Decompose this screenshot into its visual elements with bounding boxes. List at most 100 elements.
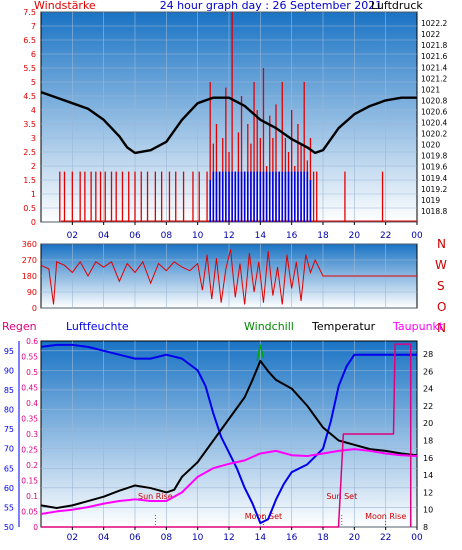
wind-direction-panel: 0 90 180 270 360 N W S O N [22,237,447,335]
wind-speed-tick-label: 1 [31,190,36,199]
temperature-tick-labels: 8 10 12 14 16 18 20 22 24 26 28 [423,350,433,532]
humidity-tick-label: 85 [4,386,14,395]
rain-tick-label: 0.35 [21,415,38,424]
pressure-tick-labels: 1018.8 1019 1019.2 1019.4 1019.6 1019.8 1020 10… [421,19,447,216]
pressure-tick-label: 1020.4 [421,119,447,128]
wind-pressure-panel: Windstärke 24 hour graph day : 26 Septem… [23,0,447,241]
temperature-tick-label: 8 [423,523,428,532]
windchill-legend: Windchill [244,320,294,333]
x-tick-label: 20 [349,231,361,241]
temperature-tick-label: 18 [423,436,433,445]
wind-direction-series-line [40,249,417,305]
x-tick-label: 08 [161,231,173,241]
humidity-tick-label: 70 [4,445,14,454]
x-tick-label: 02 [67,533,78,543]
temperature-tick-label: 24 [423,385,433,394]
rain-tick-label: 0.05 [21,508,38,517]
compass-letter-o: O [437,300,446,314]
wind-speed-tick-label: 4.5 [23,92,36,101]
rain-tick-label: 0.45 [21,384,38,393]
x-tick-label: 02 [67,231,78,241]
pressure-tick-label: 1020 [421,141,440,150]
temperature-tick-label: 20 [423,419,433,428]
wind-speed-tick-label: 0 [31,218,36,227]
temperature-tick-label: 10 [423,506,433,515]
rain-tick-label: 0.1 [26,492,38,501]
pressure-tick-label: 1021.6 [421,52,447,61]
event-label: Sun Rise [138,492,173,501]
x-tick-label: 22 [380,231,391,241]
rain-tick-labels: 0 0.05 0.1 0.15 0.2 0.25 0.3 0.35 0.4 0.45 0.5 0.55… [21,337,38,532]
wind-speed-tick-label: 0.5 [23,204,36,213]
temperature-tick-label: 14 [423,471,433,480]
rain-tick-label: 0.4 [26,399,38,408]
gust-bars [209,171,312,222]
wind-speed-tick-label: 7 [31,22,36,31]
x-tick-label: 10 [192,533,204,543]
rain-tick-label: 0.15 [21,477,38,486]
humidity-tick-labels: 50 55 60 65 70 75 80 85 90 95 [4,341,20,532]
temperature-tick-label: 12 [423,488,433,497]
pressure-tick-label: 1020.6 [421,107,447,116]
pressure-tick-label: 1020.8 [421,96,447,105]
rain-tick-label: 0 [33,523,38,532]
wind-speed-tick-label: 5.5 [23,64,36,73]
compass-letters: N W S O N [435,237,447,335]
rain-tick-label: 0.25 [21,446,38,455]
compass-letter-w: W [435,258,447,272]
humidity-temperature-x-tick-labels: 02 04 06 08 10 12 14 16 18 20 22 00 [67,527,423,543]
humidity-tick-label: 65 [4,464,14,473]
event-label: Moon Rise [365,512,406,521]
pressure-axis-title: Luftdruck [371,0,423,12]
pressure-tick-label: 1020.2 [421,130,447,139]
x-tick-label: 00 [411,533,423,543]
wind-speed-tick-label: 3 [31,134,36,143]
wind-direction-tick-label: 180 [22,272,37,281]
series-line-taupunkt [40,448,418,516]
x-tick-label: 20 [349,533,361,543]
pressure-series-line [40,90,417,155]
wind-direction-tick-labels: 0 90 180 270 360 [22,240,37,313]
x-tick-label: 16 [286,533,298,543]
humidity-temperature-panel: Regen Luftfeuchte Windchill Temperatur T… [2,320,444,543]
wind-speed-tick-label: 6 [31,50,36,59]
graph-title: 24 hour graph day : 26 September 2021 [160,0,383,12]
x-tick-label: 10 [192,231,204,241]
x-tick-label: 04 [98,533,110,543]
pressure-tick-label: 1019.4 [421,174,447,183]
series-line-windchill [256,344,265,362]
wind-speed-tick-label: 5 [31,78,36,87]
x-tick-label: 04 [98,231,110,241]
x-tick-label: 12 [223,533,234,543]
x-tick-label: 18 [317,533,329,543]
humidity-tick-label: 95 [4,347,14,356]
x-tick-label: 06 [129,533,141,543]
x-tick-label: 16 [286,231,298,241]
pressure-tick-label: 1021.4 [421,63,447,72]
temperature-tick-label: 26 [423,367,433,376]
temperature-tick-label: 22 [423,402,433,411]
humidity-tick-label: 55 [4,503,14,512]
wind-speed-tick-label: 7.5 [23,8,36,17]
wind-speed-axis-title: Windstärke [34,0,96,12]
pressure-tick-label: 1019 [421,196,440,205]
rain-tick-label: 0.3 [26,430,38,439]
wind-speed-tick-label: 1.5 [23,176,36,185]
pressure-tick-label: 1019.2 [421,185,447,194]
event-label: Sun Set [326,492,357,501]
event-label: Moon Set [245,512,282,521]
wind-direction-line [40,249,417,305]
wind-direction-tick-label: 360 [22,240,37,249]
humidity-tick-label: 60 [4,484,14,493]
dewpoint-legend: Taupunkt [392,320,444,333]
pressure-tick-label: 1021.8 [421,41,447,50]
wind-pressure-x-tick-labels: 02 04 06 08 10 12 14 16 18 20 22 00 [67,222,423,241]
humidity-temperature-lines [40,343,418,528]
compass-letter-s: S [437,279,445,293]
compass-letter-n-bottom: N [437,321,446,335]
humidity-tick-label: 75 [4,425,14,434]
pressure-tick-label: 1022.2 [421,19,447,28]
x-tick-label: 12 [223,231,234,241]
wind-speed-tick-labels: 0 0.5 1 1.5 2 2.5 3 3.5 4 4.5 5 5.5 6 6.5 7 7.5 [23,8,36,227]
